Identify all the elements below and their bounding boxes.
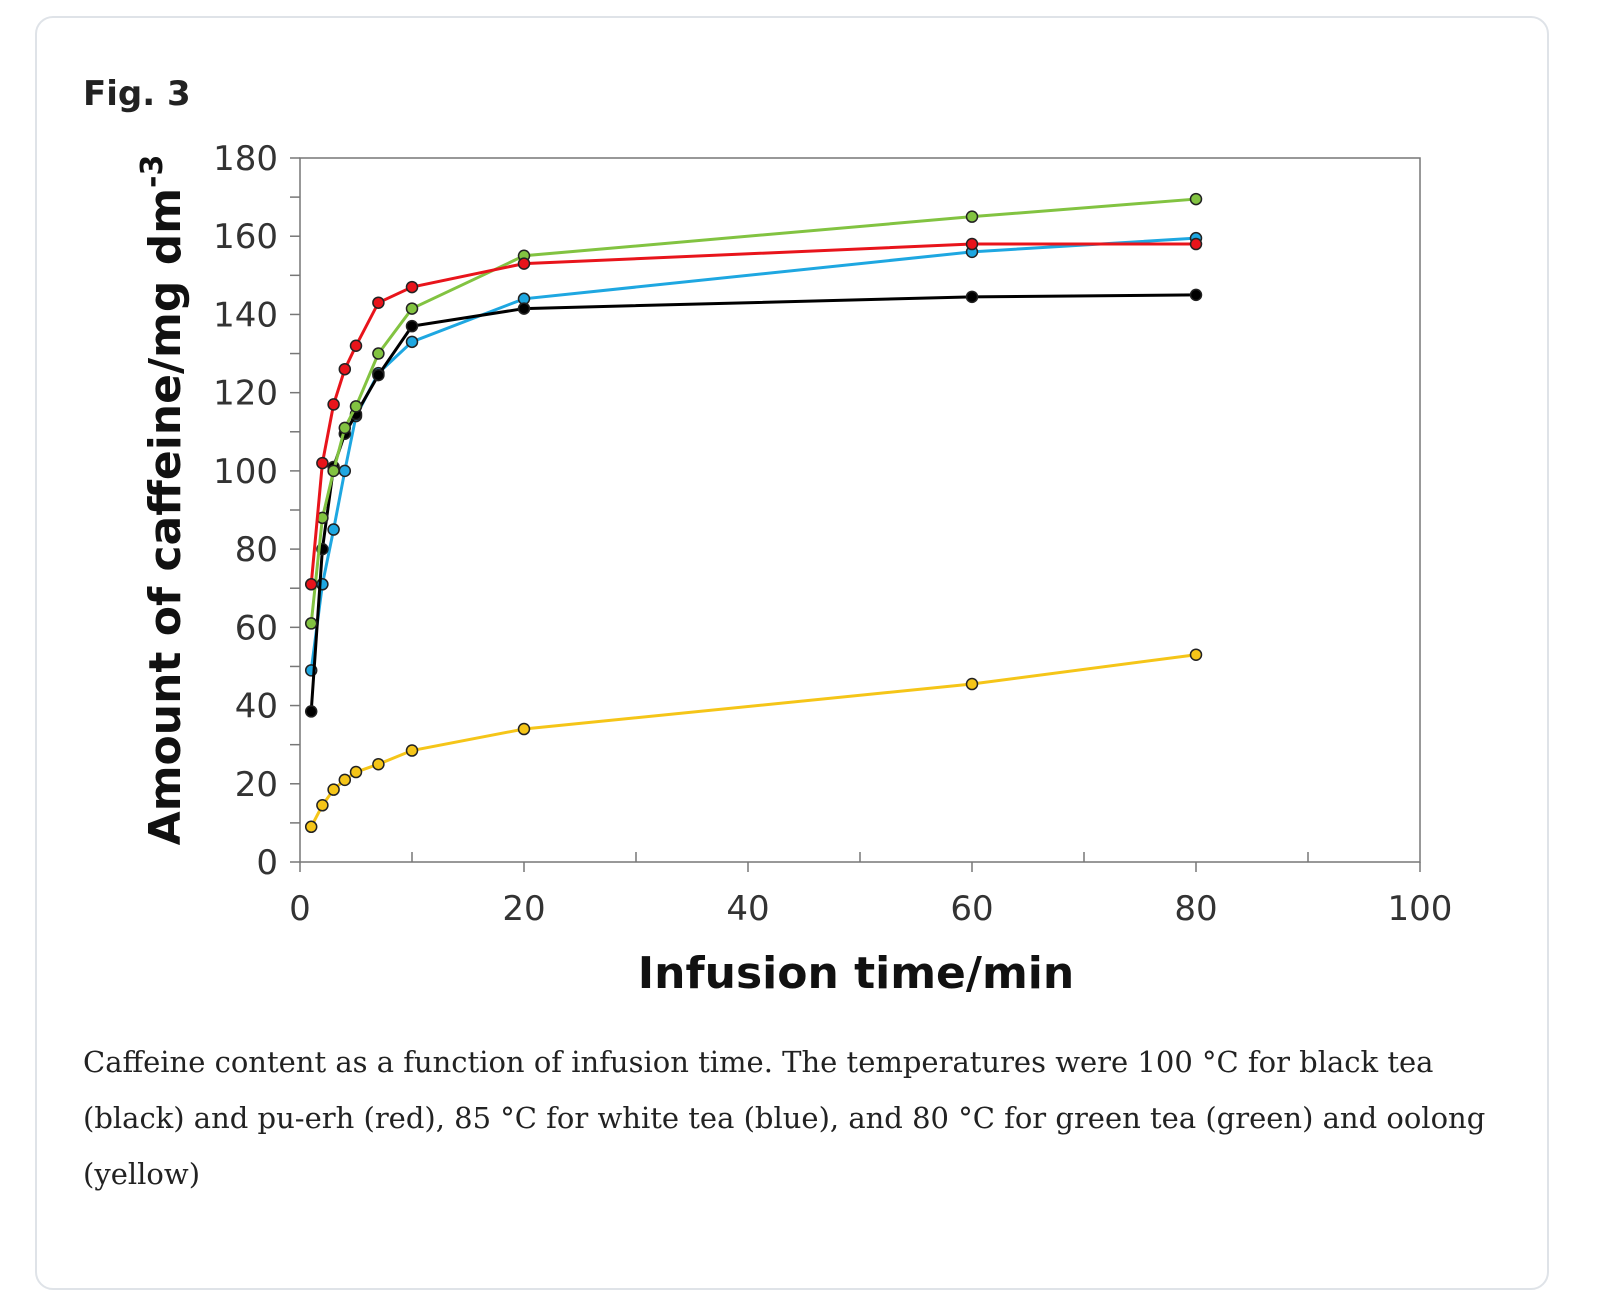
y-axis-label: Amount of caffeine/mg dm-3 — [135, 155, 191, 846]
y-tick-label: 160 — [213, 217, 278, 257]
data-point — [517, 257, 531, 270]
y-axis-label-superscript: -3 — [135, 155, 170, 188]
data-point — [965, 210, 979, 223]
series-line-0 — [309, 653, 1197, 828]
data-point — [372, 347, 385, 360]
y-tick-label: 140 — [213, 295, 278, 335]
data-point — [372, 296, 385, 309]
data-point — [327, 523, 340, 536]
data-point — [1189, 237, 1203, 251]
data-point — [338, 464, 352, 478]
x-tick-label: 80 — [1174, 889, 1217, 929]
data-point — [338, 773, 352, 787]
data-point — [965, 237, 979, 251]
x-tick-label: 100 — [1388, 889, 1453, 929]
data-point — [965, 290, 979, 304]
y-tick-label: 80 — [235, 530, 278, 570]
x-tick-label: 60 — [950, 889, 993, 929]
chart: 0 20 40 60 80 100 120 140 160 180 0 20 40 60 80 100 Infu… — [135, 139, 1453, 999]
y-tick-label: 100 — [213, 452, 278, 492]
data-point — [316, 456, 329, 470]
x-tick-label: 40 — [726, 889, 769, 929]
x-axis-label: Infusion time/min — [638, 948, 1074, 999]
data-point — [405, 335, 419, 349]
data-point — [405, 302, 419, 315]
data-point — [304, 578, 318, 591]
data-point — [349, 339, 363, 352]
data-point — [1189, 648, 1203, 661]
data-point — [405, 319, 419, 333]
figure-caption: Caffeine content as a function of infusi… — [83, 1045, 1486, 1191]
data-point — [349, 765, 363, 779]
data-point — [327, 783, 340, 796]
y-tick-label: 0 — [256, 843, 278, 883]
series-line-2 — [309, 293, 1197, 712]
data-point — [517, 722, 531, 736]
x-tick-label: 0 — [289, 889, 311, 929]
data-point — [372, 368, 385, 382]
data-point — [304, 617, 318, 630]
data-point — [1189, 192, 1203, 206]
series-line-4 — [309, 242, 1196, 585]
data-point — [327, 464, 340, 478]
data-point — [338, 362, 352, 376]
y-tick-label: 60 — [235, 608, 278, 648]
x-tick-label: 20 — [502, 889, 545, 929]
data-point — [372, 757, 385, 771]
series-line-3 — [309, 197, 1197, 624]
data-point — [327, 398, 340, 411]
data-point — [304, 705, 318, 718]
data-point — [304, 820, 318, 834]
data-point — [965, 677, 979, 691]
data-point — [517, 302, 531, 315]
data-point — [349, 400, 363, 413]
y-tick-label: 40 — [235, 687, 278, 727]
data-point — [405, 744, 419, 757]
y-tick-label: 180 — [213, 139, 278, 179]
figure-card — [35, 16, 1549, 1290]
figure-label: Fig. 3 — [83, 74, 191, 114]
y-tick-label: 120 — [213, 374, 278, 414]
data-point — [1189, 288, 1203, 302]
data-point — [316, 799, 329, 812]
data-point — [338, 421, 352, 435]
data-point — [405, 280, 419, 294]
y-tick-label: 20 — [235, 765, 278, 805]
